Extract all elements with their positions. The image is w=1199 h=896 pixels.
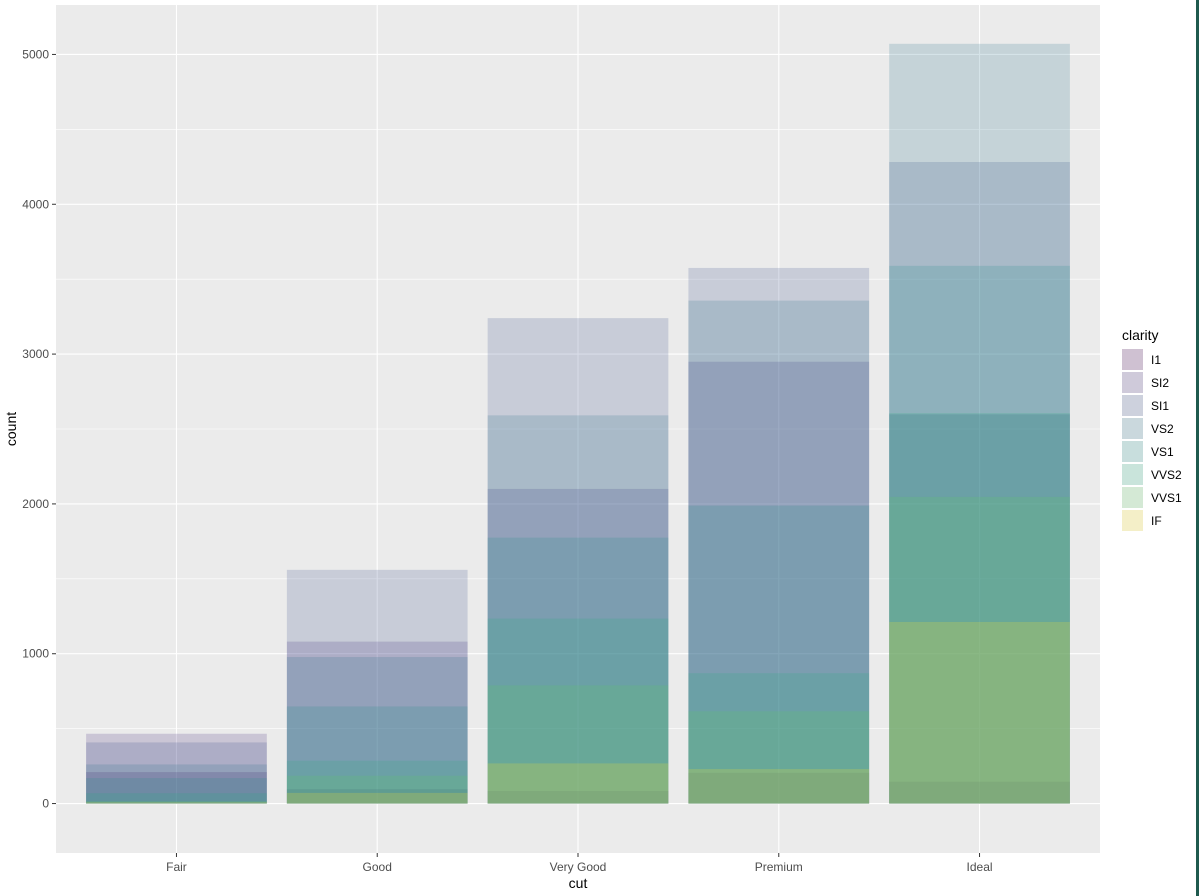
bar-vs1-premium xyxy=(688,505,870,804)
legend-key-i1 xyxy=(1122,349,1143,370)
bar-si2-fair xyxy=(86,733,267,804)
x-tick-label: Very Good xyxy=(550,860,607,874)
y-tick-label: 3000 xyxy=(22,347,49,361)
bar-si2-good xyxy=(286,641,468,804)
legend-key-vs2 xyxy=(1122,418,1143,439)
bar-si1-ideal xyxy=(889,162,1070,804)
bar-if-very-good xyxy=(487,763,669,804)
bar-si1-fair xyxy=(86,742,267,804)
x-axis-title: cut xyxy=(569,875,588,891)
legend-key-bg xyxy=(1122,418,1143,439)
y-axis-title: count xyxy=(3,412,19,446)
x-axis: Fair Good Very Good Premium Ideal xyxy=(166,853,993,874)
bar-vs2-good xyxy=(286,657,468,804)
bar-i1-very-good xyxy=(487,790,669,804)
y-axis: 0 1000 2000 3000 4000 5000 xyxy=(22,47,56,811)
legend-key-vvs1 xyxy=(1122,487,1143,508)
bar-vs1-ideal xyxy=(889,265,1070,804)
legend-label-si1: SI1 xyxy=(1151,399,1169,413)
bar-si1-good xyxy=(286,569,468,804)
bar-vs1-very-good xyxy=(487,537,669,804)
legend-title: clarity xyxy=(1122,327,1159,343)
bar-vs2-premium xyxy=(688,300,870,804)
bar-if-good xyxy=(286,792,468,804)
legend-key-vvs2 xyxy=(1122,464,1143,485)
bar-vvs2-ideal xyxy=(889,413,1070,804)
legend-key-bg xyxy=(1122,441,1143,462)
bar-vvs2-good xyxy=(286,760,468,804)
bar-si2-very-good xyxy=(487,488,669,804)
bar-vvs1-fair xyxy=(86,801,267,804)
legend-label-if: IF xyxy=(1151,514,1162,528)
bar-si2-ideal xyxy=(889,414,1070,804)
bar-vs2-very-good xyxy=(487,415,669,804)
legend-label-vs1: VS1 xyxy=(1151,445,1174,459)
bar-vvs2-very-good xyxy=(487,618,669,804)
x-tick-label: Fair xyxy=(166,860,187,874)
y-tick-label: 4000 xyxy=(22,197,49,211)
bar-i1-good xyxy=(286,789,468,804)
x-tick-label: Good xyxy=(363,860,392,874)
y-tick-label: 0 xyxy=(42,797,49,811)
y-tick-label: 5000 xyxy=(22,47,49,61)
bar-si2-premium xyxy=(688,361,870,804)
legend-label-vvs1: VVS1 xyxy=(1151,491,1182,505)
legend-label-vs2: VS2 xyxy=(1151,422,1174,436)
bar-vs2-fair xyxy=(86,764,267,804)
bar-vs2-ideal xyxy=(889,43,1070,804)
major-gridlines xyxy=(56,5,1100,853)
legend-key-si1 xyxy=(1122,395,1143,416)
bar-vvs1-ideal xyxy=(889,496,1070,804)
bar-if-ideal xyxy=(889,621,1070,804)
legend-key-if xyxy=(1122,510,1143,531)
legend-label-vvs2: VVS2 xyxy=(1151,468,1182,482)
bar-i1-fair xyxy=(86,772,267,804)
window-edge xyxy=(1196,0,1199,896)
bar-si1-premium xyxy=(688,267,870,804)
bars xyxy=(86,43,1070,804)
bar-si1-very-good xyxy=(487,318,669,804)
x-tick-label: Ideal xyxy=(967,860,993,874)
legend-key-bg xyxy=(1122,372,1143,393)
legend-key-bg xyxy=(1122,464,1143,485)
legend-key-bg xyxy=(1122,349,1143,370)
bar-vvs2-premium xyxy=(688,673,870,804)
bar-vvs1-premium xyxy=(688,711,870,804)
legend: clarity I1 SI2 SI1 VS2 VS1 VVS2 VVS1 IF xyxy=(1122,327,1182,531)
bar-i1-premium xyxy=(688,772,870,804)
x-tick-label: Premium xyxy=(755,860,803,874)
legend-key-vs1 xyxy=(1122,441,1143,462)
legend-key-bg xyxy=(1122,395,1143,416)
bar-i1-ideal xyxy=(889,781,1070,804)
legend-label-i1: I1 xyxy=(1151,353,1161,367)
bar-vs1-fair xyxy=(86,778,267,804)
bar-vvs1-good xyxy=(286,775,468,804)
y-tick-label: 2000 xyxy=(22,497,49,511)
legend-key-bg xyxy=(1122,510,1143,531)
bar-vs1-good xyxy=(286,706,468,804)
bar-vvs2-fair xyxy=(86,793,267,804)
legend-key-si2 xyxy=(1122,372,1143,393)
y-tick-label: 1000 xyxy=(22,647,49,661)
legend-key-bg xyxy=(1122,487,1143,508)
bar-vvs1-very-good xyxy=(487,685,669,804)
bar-if-fair xyxy=(86,802,267,804)
bar-if-premium xyxy=(688,769,870,804)
legend-label-si2: SI2 xyxy=(1151,376,1169,390)
